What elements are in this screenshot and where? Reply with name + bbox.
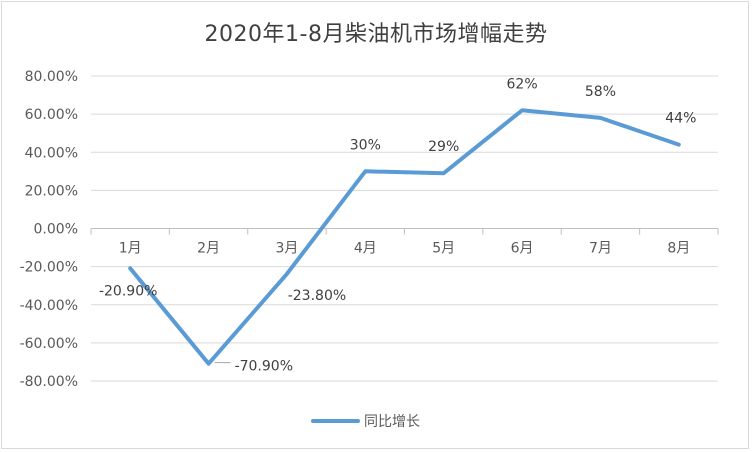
data-label: -23.80%: [288, 288, 346, 304]
data-label: 62%: [507, 76, 538, 92]
x-tick-label: 8月: [667, 241, 690, 257]
y-tick-label: -60.00%: [20, 336, 78, 352]
gridlines: [91, 75, 718, 382]
x-tick-label: 2月: [197, 241, 220, 257]
data-label: -70.90%: [235, 359, 293, 375]
x-axis: [90, 228, 719, 235]
y-tick-label: -20.00%: [20, 260, 78, 276]
x-tick-label: 1月: [119, 241, 142, 257]
data-label: 29%: [428, 139, 459, 155]
y-tick-label: -40.00%: [20, 298, 78, 314]
x-tick-label: 5月: [432, 241, 455, 257]
legend-label: 同比增长: [364, 414, 420, 430]
x-axis-labels: 1月 2月 3月 4月 5月 6月 7月 8月: [119, 241, 691, 257]
x-tick-label: 6月: [511, 241, 534, 257]
x-tick-label: 4月: [354, 241, 377, 257]
legend: 同比增长: [311, 414, 420, 430]
chart-title: 2020年1-8月柴油机市场增幅走势: [204, 22, 548, 47]
data-labels: -20.90% -70.90% -23.80% 30% 29% 62% 58% 44%: [99, 76, 696, 374]
series-line-同比增长: [128, 108, 681, 366]
data-label: 58%: [585, 84, 616, 100]
y-tick-label: 80.00%: [25, 69, 78, 85]
data-label: 44%: [665, 111, 696, 127]
y-axis-ticks: 80.00% 60.00% 40.00% 20.00% 0.00% -20.00% -40.…: [20, 69, 78, 390]
y-tick-label: 40.00%: [25, 145, 78, 161]
x-tick-label: 3月: [275, 241, 298, 257]
y-tick-label: 20.00%: [25, 183, 78, 199]
y-tick-label: 60.00%: [25, 107, 78, 123]
y-tick-label: 0.00%: [34, 222, 78, 238]
x-tick-label: 7月: [589, 241, 612, 257]
data-label: 30%: [350, 137, 381, 153]
y-tick-label: -80.00%: [20, 374, 78, 390]
series-lines: [128, 108, 681, 366]
data-label: -20.90%: [99, 283, 157, 299]
